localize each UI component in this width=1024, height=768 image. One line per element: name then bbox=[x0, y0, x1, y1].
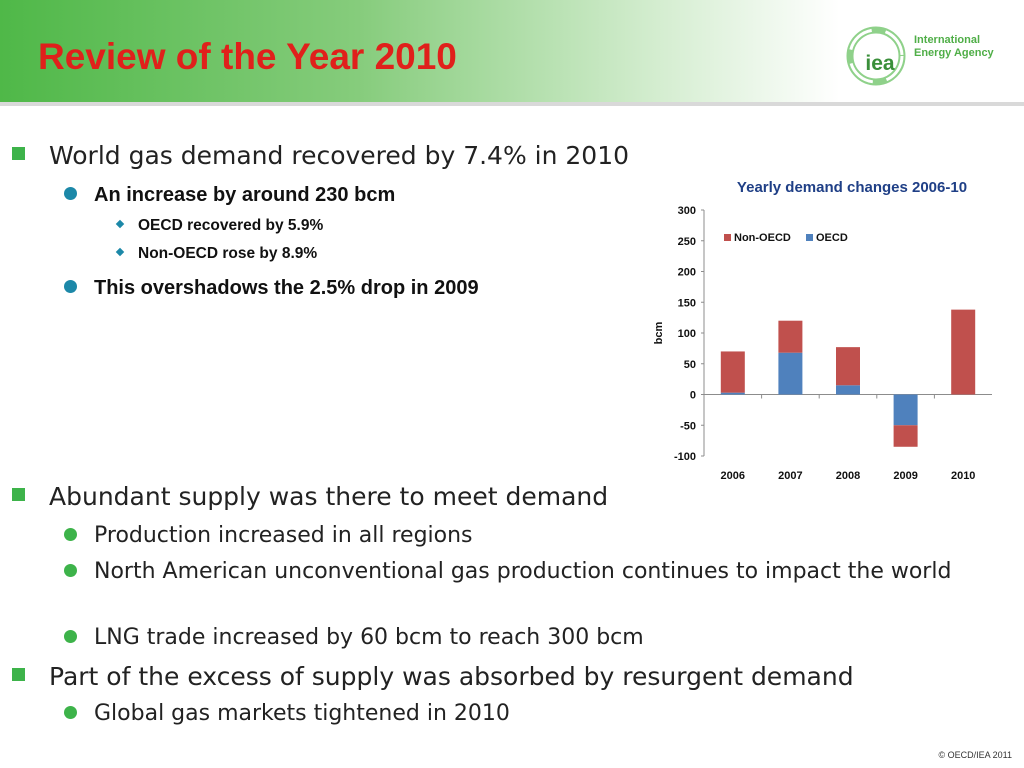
header-divider bbox=[0, 102, 1024, 106]
x-tick-label: 2007 bbox=[778, 470, 802, 482]
iea-logo: iea International Energy Agency bbox=[844, 24, 994, 88]
round-bullet-icon bbox=[64, 630, 77, 643]
iea-logo-mark: iea bbox=[865, 52, 895, 75]
legend-swatch bbox=[724, 234, 731, 241]
bullet-production-increased: Production increased in all regions bbox=[94, 523, 473, 548]
y-tick-label: 150 bbox=[678, 297, 696, 309]
round-bullet-icon bbox=[64, 528, 77, 541]
round-bullet-icon bbox=[64, 280, 77, 293]
bar-non-oecd-2007 bbox=[778, 320, 803, 353]
x-tick-label: 2008 bbox=[836, 470, 860, 482]
iea-logo-ring-icon bbox=[846, 26, 906, 86]
y-tick-label: 200 bbox=[678, 267, 696, 279]
round-bullet-icon bbox=[64, 706, 77, 719]
bar-non-oecd-2010 bbox=[951, 309, 976, 395]
bar-non-oecd-2006 bbox=[720, 351, 745, 393]
bullet-excess-supply: Part of the excess of supply was absorbe… bbox=[49, 662, 854, 691]
bullet-oecd-recovered: OECD recovered by 5.9% bbox=[138, 217, 324, 234]
bar-non-oecd-2009 bbox=[893, 425, 918, 447]
bullet-lng-trade: LNG trade increased by 60 bcm to reach 3… bbox=[94, 625, 644, 650]
bar-oecd-2009 bbox=[893, 394, 918, 426]
legend-swatch bbox=[806, 234, 813, 241]
bullet-non-oecd-rose: Non-OECD rose by 8.9% bbox=[138, 245, 318, 262]
page-title: Review of the Year 2010 bbox=[38, 36, 457, 77]
bullet-world-gas-demand: World gas demand recovered by 7.4% in 20… bbox=[49, 141, 630, 170]
iea-logo-name: International Energy Agency bbox=[914, 34, 1000, 60]
legend-label: OECD bbox=[816, 232, 848, 244]
bar-oecd-2008 bbox=[836, 385, 860, 395]
demand-changes-chart: 300 250 200 150 100 50 0 -50 -100 bcm 2006 2007 2008… bbox=[653, 205, 992, 482]
iea-logo-name-line1: International bbox=[914, 34, 981, 46]
square-bullet-icon bbox=[12, 668, 25, 681]
y-tick-label: 250 bbox=[678, 236, 696, 248]
y-tick-label: 300 bbox=[678, 205, 696, 217]
copyright-footer: © OECD/IEA 2011 bbox=[938, 750, 1013, 760]
iea-logo-name-line2: Energy Agency bbox=[914, 47, 994, 59]
bullet-overshadows-drop: This overshadows the 2.5% drop in 2009 bbox=[94, 277, 479, 299]
square-bullet-icon bbox=[12, 488, 25, 501]
x-tick-label: 2009 bbox=[893, 470, 917, 482]
bullet-abundant-supply: Abundant supply was there to meet demand bbox=[49, 482, 609, 511]
y-axis-label: bcm bbox=[653, 321, 665, 344]
chart-title: Yearly demand changes 2006-10 bbox=[736, 179, 968, 196]
bar-oecd-2007 bbox=[778, 352, 803, 395]
bullet-north-american-gas: North American unconventional gas produc… bbox=[94, 559, 952, 584]
diamond-bullet-icon bbox=[115, 219, 125, 229]
square-bullet-icon bbox=[12, 147, 25, 160]
x-tick-label: 2010 bbox=[951, 470, 975, 482]
round-bullet-icon bbox=[64, 564, 77, 577]
y-tick-label: 100 bbox=[678, 328, 696, 340]
bar-non-oecd-2008 bbox=[836, 347, 860, 386]
x-tick-label: 2006 bbox=[721, 470, 745, 482]
bullet-increase-230: An increase by around 230 bcm bbox=[94, 184, 396, 206]
diamond-bullet-icon bbox=[115, 247, 125, 257]
round-bullet-icon bbox=[64, 187, 77, 200]
y-tick-label: -50 bbox=[680, 420, 696, 432]
bar-oecd-2006 bbox=[720, 392, 745, 395]
y-tick-label: 0 bbox=[690, 390, 696, 402]
y-tick-label: -100 bbox=[674, 451, 696, 463]
y-tick-label: 50 bbox=[684, 359, 696, 371]
legend-label: Non-OECD bbox=[734, 232, 791, 244]
bullet-markets-tightened: Global gas markets tightened in 2010 bbox=[94, 701, 510, 726]
